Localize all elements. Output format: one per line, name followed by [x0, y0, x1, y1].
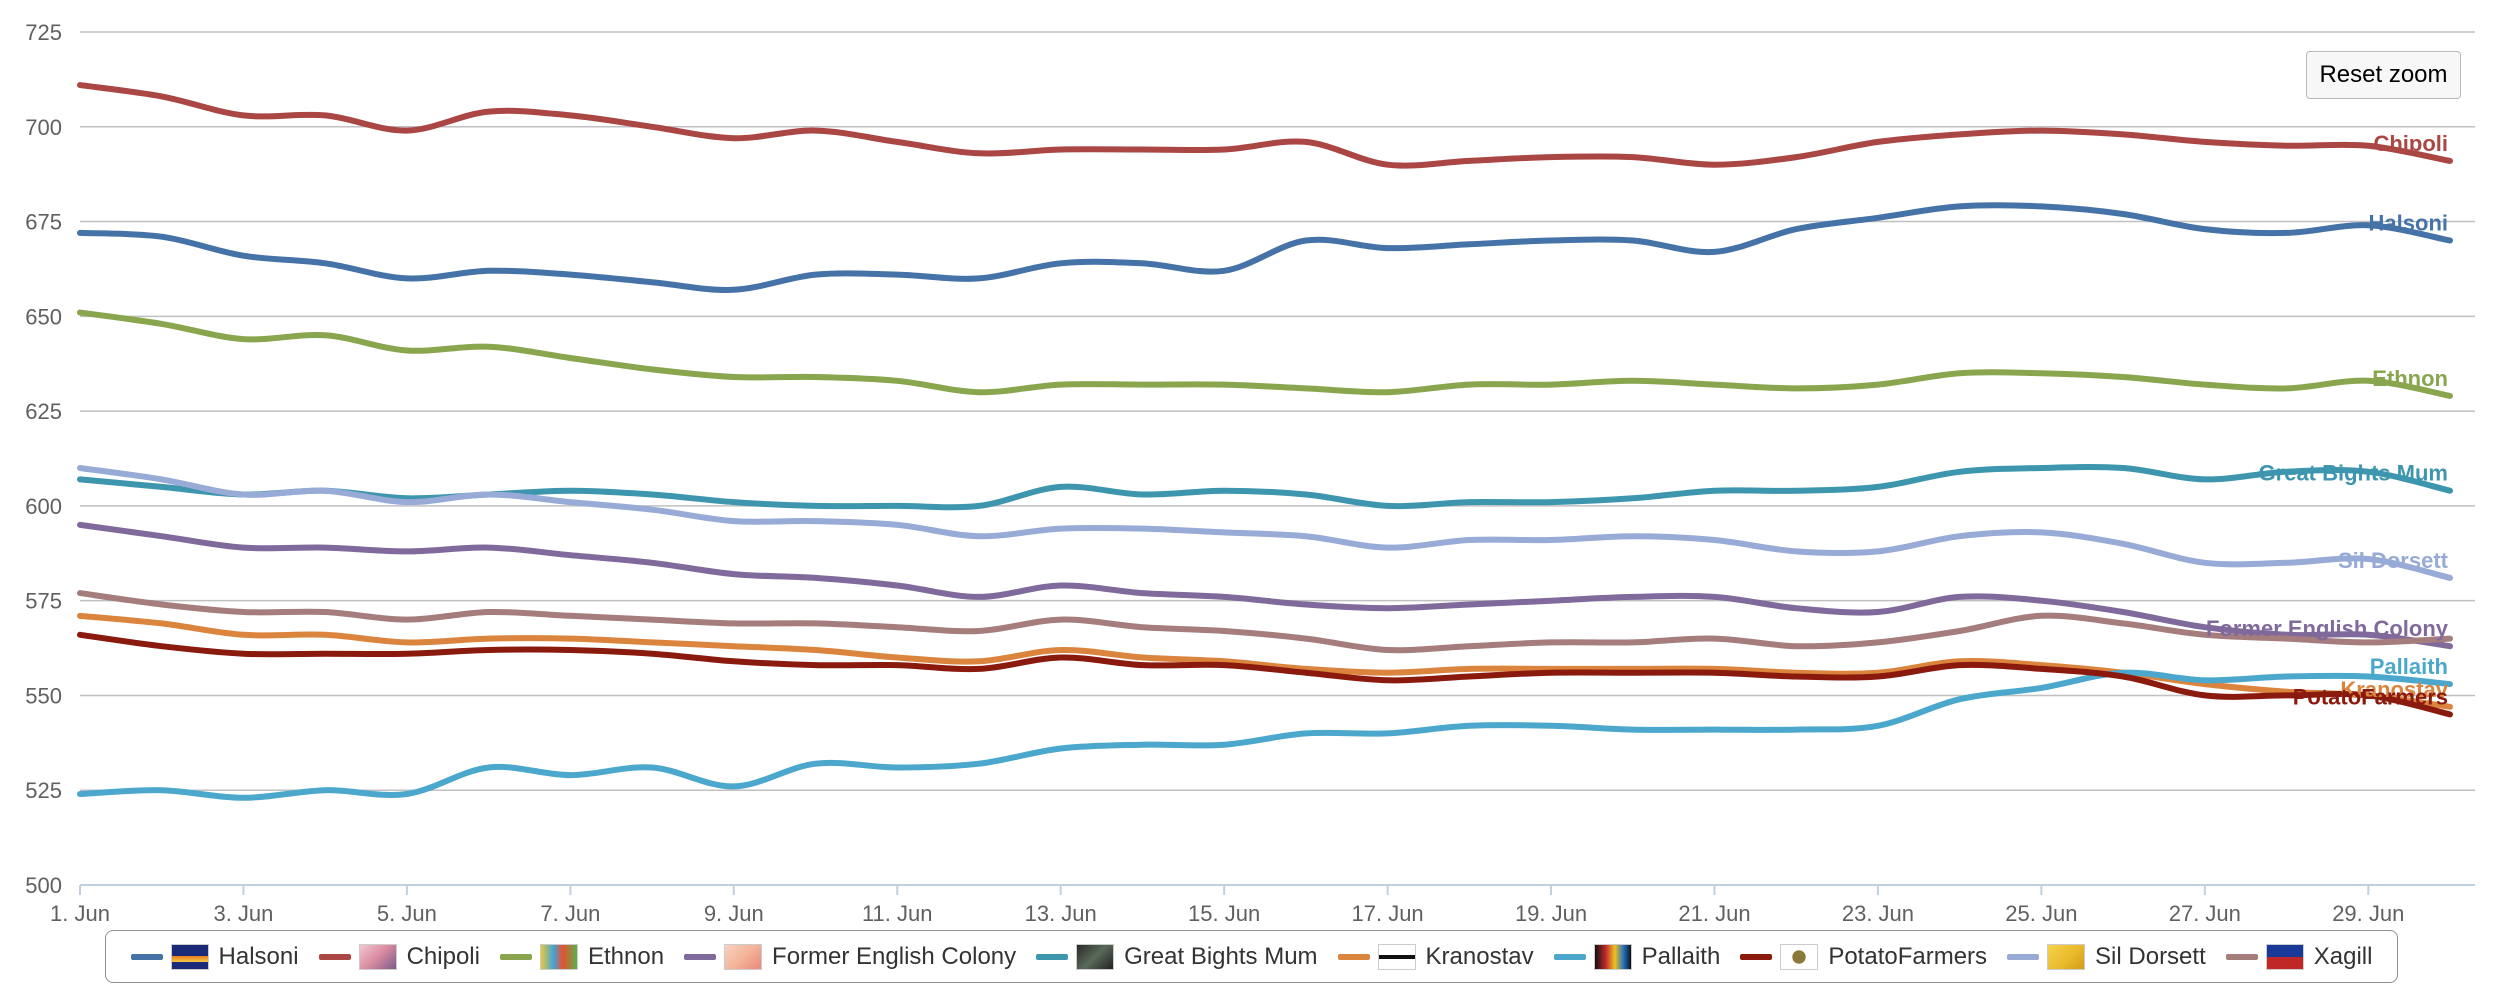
y-tick-label: 650 — [25, 304, 62, 329]
series-line-sil-dorsett[interactable] — [77, 464, 2453, 581]
series-line-former-english-colony[interactable] — [77, 521, 2453, 650]
x-tick-label: 27. Jun — [2169, 901, 2241, 926]
rainbow-dark-flag-icon — [1593, 943, 1632, 970]
legend-swatch — [684, 953, 717, 960]
rainbow-flag-icon — [539, 943, 578, 970]
legend-swatch — [2225, 953, 2258, 960]
y-tick-label: 725 — [25, 20, 62, 45]
blue-red-flag-icon — [2265, 943, 2304, 970]
legend-item-halsoni[interactable]: Halsoni — [130, 942, 299, 971]
x-tick-label: 15. Jun — [1188, 901, 1260, 926]
x-tick-label: 29. Jun — [2332, 901, 2404, 926]
x-tick-label: 9. Jun — [704, 901, 764, 926]
series-line-xagill[interactable] — [77, 590, 2453, 654]
series-line-pallaith[interactable] — [77, 669, 2453, 801]
legend-item-pallaith[interactable]: Pallaith — [1553, 942, 1721, 971]
gold-flag-icon — [2047, 943, 2086, 970]
series-line-potatofarmers[interactable] — [77, 631, 2453, 718]
series-end-label: Former English Colony — [2206, 616, 2449, 641]
legend-swatch — [499, 953, 532, 960]
x-tick-label: 25. Jun — [2005, 901, 2077, 926]
reset-zoom-button[interactable]: Reset zoom — [2306, 51, 2461, 99]
x-tick-label: 11. Jun — [862, 901, 933, 926]
legend-item-kranostav[interactable]: Kranostav — [1337, 942, 1534, 971]
legend-label: Sil Dorsett — [2095, 942, 2206, 970]
legend-label: PotatoFarmers — [1828, 942, 1988, 970]
series-end-label: Chipoli — [2373, 131, 2448, 156]
x-tick-label: 23. Jun — [1842, 901, 1914, 926]
series-line-chipoli[interactable] — [77, 82, 2453, 169]
legend: Halsoni Chipoli Ethnon Former English Colon… — [105, 930, 2398, 983]
series-line-halsoni[interactable] — [77, 202, 2453, 293]
peach-flag-icon — [724, 943, 763, 970]
y-tick-label: 700 — [25, 115, 62, 140]
legend-item-former-english-colony[interactable]: Former English Colony — [684, 943, 1016, 971]
x-axis: 1. Jun 3. Jun 5. Jun 7. Jun 9. Jun 11. Jun 13.… — [50, 884, 2475, 926]
series-end-label: PotatoFarmers — [2293, 684, 2448, 709]
legend-label: Chipoli — [406, 942, 480, 970]
series-lines[interactable] — [77, 82, 2453, 801]
legend-item-potatofarmers[interactable]: PotatoFarmers — [1740, 943, 1987, 971]
series-line-ethnon[interactable] — [77, 309, 2453, 399]
legend-swatch — [318, 953, 351, 960]
y-tick-label: 500 — [25, 873, 62, 898]
y-tick-label: 675 — [25, 210, 62, 235]
series-end-label: Kranostav — [2340, 677, 2448, 702]
y-tick-label: 625 — [25, 399, 62, 424]
cross-flag-icon — [1377, 943, 1416, 970]
series-end-label: Halsoni — [2369, 211, 2448, 236]
x-tick-label: 13. Jun — [1025, 901, 1097, 926]
legend-label: Ethnon — [587, 942, 665, 970]
y-tick-label: 525 — [25, 778, 62, 803]
legend-item-sil-dorsett[interactable]: Sil Dorsett — [2007, 943, 2206, 971]
y-tick-label: 575 — [25, 589, 62, 614]
series-end-label: Great Bights Mum — [2259, 461, 2448, 486]
grid-lines — [80, 31, 2475, 886]
x-tick-label: 3. Jun — [213, 901, 273, 926]
legend-label: Great Bights Mum — [1124, 942, 1318, 970]
legend-label: Halsoni — [218, 942, 299, 970]
legend-item-great-bights-mum[interactable]: Great Bights Mum — [1036, 942, 1318, 971]
legend-swatch — [1740, 953, 1773, 960]
x-tick-label: 19. Jun — [1515, 901, 1587, 926]
legend-label: Kranostav — [1425, 942, 1534, 970]
legend-label: Former English Colony — [772, 942, 1017, 970]
x-tick-label: 7. Jun — [540, 901, 600, 926]
legend-item-xagill[interactable]: Xagill — [2225, 942, 2373, 971]
y-tick-label: 600 — [25, 494, 62, 519]
y-tick-label: 550 — [25, 683, 62, 708]
legend-swatch — [1036, 953, 1069, 960]
legend-swatch — [2007, 953, 2040, 960]
legend-label: Xagill — [2313, 942, 2373, 970]
legend-item-chipoli[interactable]: Chipoli — [318, 942, 480, 971]
potato-flag-icon — [1780, 943, 1819, 970]
legend-swatch — [130, 953, 163, 960]
y-axis-ticks: 500 525 550 575 600 625 650 675 700 725 — [25, 20, 62, 898]
series-end-label: Sil Dorsett — [2338, 548, 2449, 573]
legend-swatch — [1337, 953, 1370, 960]
legend-label: Pallaith — [1641, 942, 1721, 970]
sun-flag-icon — [170, 943, 209, 970]
legend-swatch — [1553, 953, 1586, 960]
x-tick-label: 21. Jun — [1678, 901, 1750, 926]
series-end-label: Ethnon — [2372, 366, 2448, 391]
x-tick-label: 1. Jun — [50, 901, 110, 926]
legend-item-ethnon[interactable]: Ethnon — [499, 942, 665, 971]
series-end-labels: Chipoli Halsoni Ethnon Great Bights Mum Sil … — [2206, 131, 2449, 710]
x-tick-label: 17. Jun — [1352, 901, 1424, 926]
x-tick-label: 5. Jun — [377, 901, 437, 926]
pink-flag-icon — [358, 943, 397, 970]
series-end-label: Pallaith — [2370, 654, 2448, 679]
series-line-kranostav[interactable] — [77, 612, 2453, 710]
dark-flag-icon — [1076, 943, 1115, 970]
